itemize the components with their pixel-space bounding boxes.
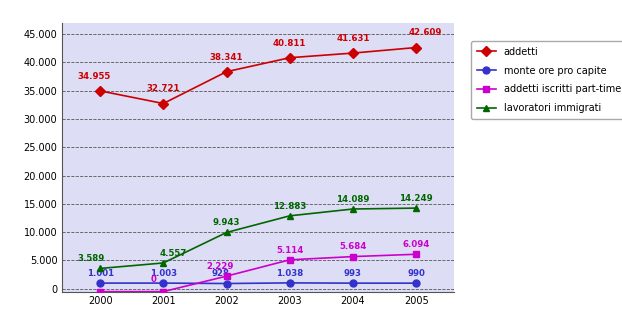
Text: 1.003: 1.003 bbox=[150, 269, 177, 278]
Text: 34.955: 34.955 bbox=[77, 72, 111, 81]
Text: 14.089: 14.089 bbox=[337, 195, 369, 204]
Text: 928: 928 bbox=[211, 270, 230, 278]
Text: 5.684: 5.684 bbox=[339, 242, 366, 251]
Text: 32.721: 32.721 bbox=[147, 84, 180, 93]
Text: 0: 0 bbox=[151, 275, 157, 284]
Text: 12.883: 12.883 bbox=[273, 202, 307, 211]
Text: 42.609: 42.609 bbox=[409, 28, 442, 37]
Text: 40.811: 40.811 bbox=[273, 39, 307, 48]
Text: 9.943: 9.943 bbox=[213, 218, 240, 227]
Text: 6.094: 6.094 bbox=[402, 240, 430, 249]
Text: 990: 990 bbox=[407, 269, 425, 278]
Text: 993: 993 bbox=[344, 269, 362, 278]
Text: 1.038: 1.038 bbox=[276, 269, 304, 278]
Text: 3.589: 3.589 bbox=[77, 254, 104, 263]
Text: 14.249: 14.249 bbox=[399, 194, 433, 203]
Text: 4.557: 4.557 bbox=[159, 249, 187, 258]
Text: 38.341: 38.341 bbox=[210, 52, 243, 62]
Legend: addetti, monte ore pro capite, addetti iscritti part-time, lavoratori immigrati: addetti, monte ore pro capite, addetti i… bbox=[471, 41, 622, 119]
Text: 41.631: 41.631 bbox=[336, 34, 369, 43]
Text: 5.114: 5.114 bbox=[276, 246, 304, 255]
Text: 1.001: 1.001 bbox=[86, 269, 114, 278]
Text: 2.229: 2.229 bbox=[207, 262, 234, 271]
